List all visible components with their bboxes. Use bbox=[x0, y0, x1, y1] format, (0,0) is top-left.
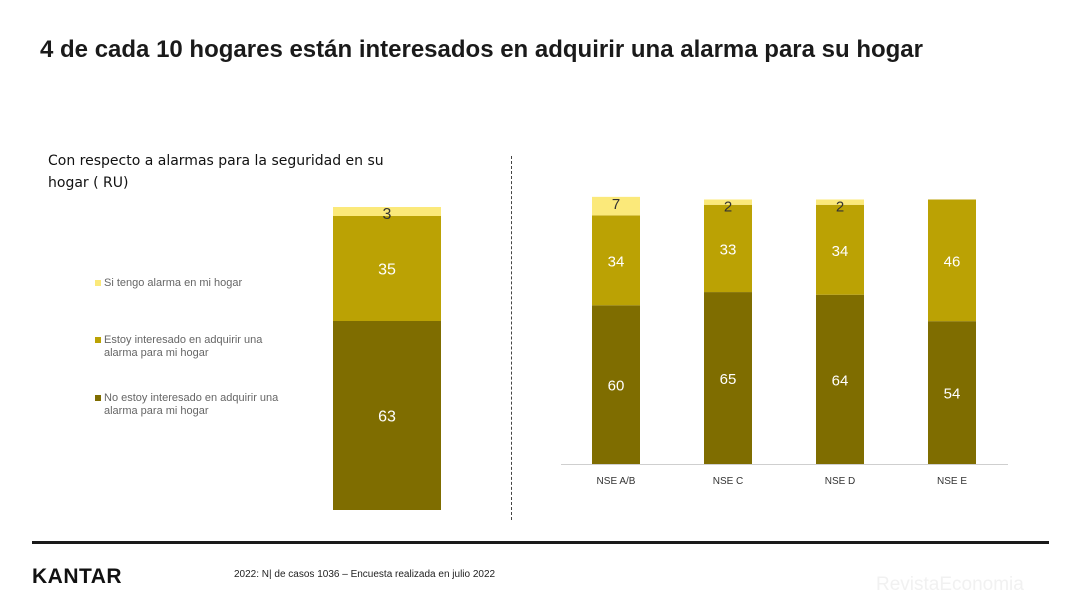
data-label: 54 bbox=[944, 386, 961, 403]
data-label: 2 bbox=[724, 199, 732, 216]
bar-segment bbox=[704, 292, 752, 464]
data-label: 65 bbox=[720, 371, 737, 388]
data-label: 7 bbox=[612, 196, 620, 213]
kantar-logo: KANTAR bbox=[32, 565, 123, 588]
data-label: 34 bbox=[832, 243, 849, 260]
bar-segment bbox=[704, 204, 752, 293]
legend-swatch bbox=[95, 280, 101, 286]
data-label: 35 bbox=[378, 262, 396, 279]
chart-subtitle: Con respecto a alarmas para la seguridad… bbox=[48, 153, 384, 191]
bar-segment bbox=[816, 199, 864, 205]
bar-segment bbox=[928, 321, 976, 464]
data-label: 60 bbox=[608, 378, 625, 395]
data-label: 33 bbox=[720, 241, 737, 258]
data-label: 3 bbox=[383, 206, 392, 223]
footnote: 2022: N| de casos 1036 – Encuesta realiz… bbox=[234, 569, 496, 580]
watermark: RevistaEconomia bbox=[876, 574, 1024, 595]
legend-swatch bbox=[95, 395, 101, 401]
bar-segment bbox=[816, 204, 864, 295]
bar-segment bbox=[928, 199, 976, 322]
legend-label: No estoy interesado en adquirir una alar… bbox=[104, 392, 279, 417]
data-label: 64 bbox=[832, 372, 849, 389]
bar-segment bbox=[333, 216, 441, 321]
legend-label: Estoy interesado en adquirir una alarma … bbox=[104, 334, 263, 359]
bar-segment bbox=[333, 207, 441, 216]
legend-swatch bbox=[95, 337, 101, 343]
x-tick-label: NSE A/B bbox=[597, 476, 636, 487]
bar-segment bbox=[704, 199, 752, 205]
footer-rule bbox=[32, 541, 1049, 544]
chart-divider bbox=[511, 156, 512, 520]
bar-segment bbox=[333, 321, 441, 510]
bar-segment bbox=[816, 294, 864, 464]
data-label: 34 bbox=[608, 253, 625, 270]
bar-segment bbox=[592, 305, 640, 464]
x-tick-label: NSE C bbox=[713, 476, 744, 487]
data-label: 63 bbox=[378, 409, 396, 426]
data-label: 46 bbox=[944, 253, 961, 270]
x-tick-label: NSE E bbox=[937, 476, 967, 487]
x-tick-label: NSE D bbox=[825, 476, 856, 487]
bar-segment bbox=[592, 215, 640, 306]
page-title: 4 de cada 10 hogares están interesados e… bbox=[40, 36, 923, 63]
data-label: 2 bbox=[836, 199, 844, 216]
legend-label: Si tengo alarma en mi hogar bbox=[104, 277, 243, 289]
bar-segment bbox=[592, 196, 640, 216]
